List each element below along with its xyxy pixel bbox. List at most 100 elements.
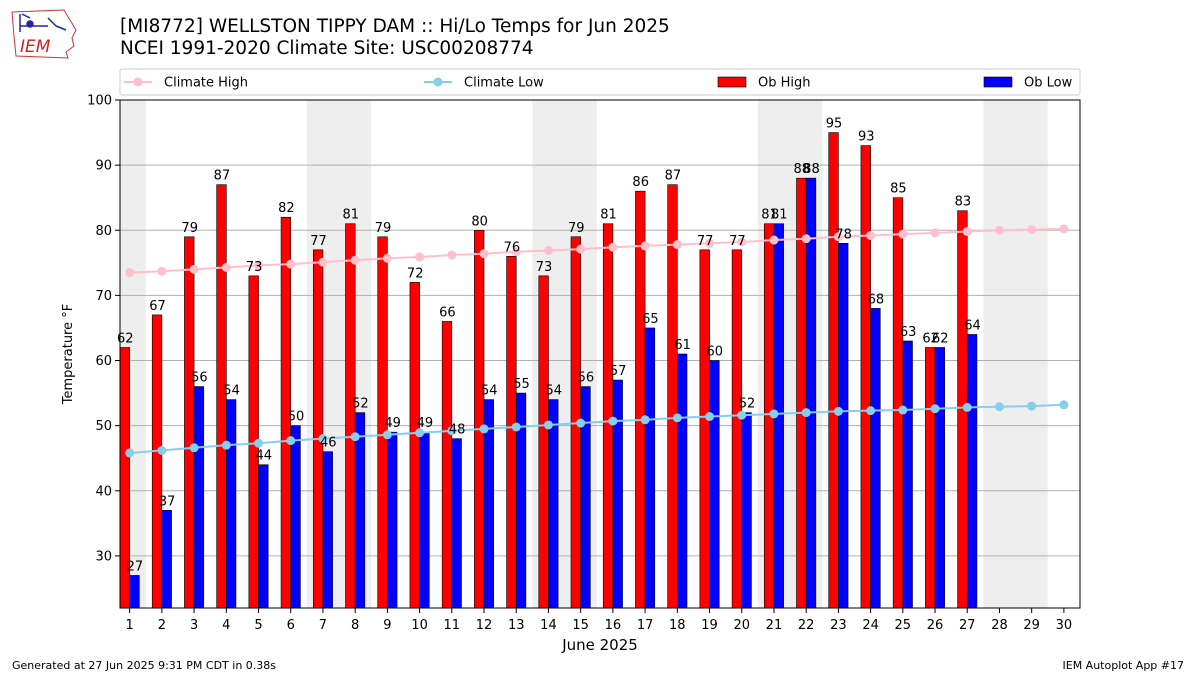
x-tick-label: 10 — [411, 618, 428, 633]
ob-high-bar-label: 77 — [310, 234, 327, 249]
ob-low-bar — [290, 425, 301, 609]
climate-lines — [125, 224, 1069, 458]
ob-low-bar — [644, 327, 656, 609]
climate-high-point — [994, 225, 1004, 235]
x-tick-label: 3 — [190, 618, 198, 633]
x-tick-label: 7 — [319, 618, 327, 633]
ob-low-bar — [129, 575, 140, 609]
ob-low-bar-label: 68 — [868, 292, 885, 307]
climate-low-point — [189, 443, 199, 453]
ob-low-bar — [612, 379, 623, 609]
chart-title-line2: NCEI 1991-2020 Climate Site: USC00208774 — [120, 38, 534, 59]
x-tick-label: 29 — [1023, 618, 1040, 633]
climate-high-point — [833, 232, 843, 242]
climate-high-point — [382, 253, 392, 263]
climate-high-point — [125, 268, 135, 278]
y-tick-label: 30 — [95, 549, 112, 564]
ob-low-bar-label: 64 — [964, 318, 981, 333]
climate-low-point — [254, 438, 264, 448]
climate-high-point — [254, 260, 264, 270]
x-tick-label: 24 — [862, 618, 879, 633]
climate-high-point — [543, 245, 553, 255]
ob-low-bar-label: 37 — [159, 494, 176, 509]
climate-high-point — [447, 250, 457, 260]
climate-low-point — [672, 413, 682, 423]
ob-low-bar-label: 54 — [545, 384, 562, 399]
x-tick-label: 28 — [991, 618, 1008, 633]
climate-high-point — [415, 252, 425, 262]
climate-low-point — [350, 432, 360, 442]
footer-app-text: IEM Autoplot App #17 — [1062, 659, 1185, 672]
bar-labels: 62 67 79 87 73 82 77 81 79 72 66 80 76 73 79 81 86 87 77 77… — [117, 117, 981, 575]
ob-low-bar-label: 54 — [481, 384, 498, 399]
legend-climate-high-label: Climate High — [164, 76, 248, 91]
climate-high-point — [189, 264, 199, 274]
x-tick-label: 13 — [508, 618, 525, 633]
ob-high-bar-label: 82 — [278, 201, 295, 216]
ob-high-bar-label: 73 — [246, 260, 263, 275]
ob-high-bar-label: 87 — [214, 169, 231, 184]
logo-text: IEM — [20, 37, 51, 57]
ob-high-bar-label: 93 — [858, 130, 875, 145]
climate-low-point — [640, 415, 650, 425]
climate-high-point — [866, 230, 876, 240]
ob-low-bar-label: 49 — [417, 416, 434, 431]
climate-high-point — [157, 266, 167, 276]
climate-high-point — [930, 228, 940, 238]
x-axis-label: June 2025 — [561, 636, 638, 654]
ob-high-bar — [925, 347, 936, 609]
climate-low-point — [318, 434, 328, 444]
x-tick-label: 25 — [895, 618, 912, 633]
climate-high-point — [350, 255, 360, 265]
climate-low-point — [415, 428, 425, 438]
ob-high-bar — [345, 223, 356, 609]
legend-climate-low-marker — [433, 77, 443, 87]
ob-high-bar-label: 66 — [439, 305, 456, 320]
x-tick-label: 6 — [287, 618, 295, 633]
climate-high-point — [801, 234, 811, 244]
climate-high-point — [511, 247, 521, 257]
climate-low-point — [769, 409, 779, 419]
y-axis-label: Temperature °F — [61, 304, 76, 405]
x-tick-label: 23 — [830, 618, 847, 633]
ob-high-bar — [635, 190, 646, 609]
y-tick-label: 100 — [87, 94, 112, 109]
ob-high-bar — [699, 249, 710, 609]
ob-low-bar — [419, 431, 430, 609]
ob-high-bar — [602, 223, 614, 609]
x-tick-label: 12 — [476, 618, 493, 633]
ob-low-bar — [226, 399, 237, 609]
climate-high-point — [608, 242, 618, 252]
climate-low-point — [511, 422, 521, 432]
ob-high-bar — [474, 229, 485, 609]
chart-title: [MI8772] WELLSTON TIPPY DAM :: Hi/Lo Tem… — [120, 16, 670, 60]
ob-high-bar-label: 62 — [117, 331, 134, 346]
climate-low-point — [221, 440, 231, 450]
climate-high-point — [1059, 224, 1069, 234]
ob-high-bar-label: 88 — [794, 162, 811, 177]
ob-high-bar-label: 81 — [343, 208, 360, 223]
ob-low-bar-label: 78 — [835, 227, 852, 242]
ob-high-bar-label: 77 — [729, 234, 746, 249]
ob-low-bar-label: 81 — [771, 208, 788, 223]
weekend-band — [983, 100, 1048, 608]
ob-low-bar-label: 63 — [900, 325, 917, 340]
legend-ob-low-label: Ob Low — [1024, 76, 1073, 91]
ob-low-bar — [451, 438, 462, 609]
ob-high-bar-label: 79 — [181, 221, 198, 236]
legend: Climate High Climate Low Ob High Ob Low — [119, 68, 1081, 96]
legend-frame — [119, 68, 1081, 96]
bars — [119, 132, 978, 609]
ob-low-bar — [548, 399, 559, 609]
climate-low-point — [737, 410, 747, 420]
y-tick-label: 60 — [95, 354, 112, 369]
ob-high-bar-label: 77 — [697, 234, 714, 249]
climate-low-point — [1027, 401, 1037, 411]
x-tick-label: 4 — [222, 618, 230, 633]
ob-high-bar — [184, 236, 195, 609]
ob-high-bar-label: 81 — [761, 208, 778, 223]
climate-low-point — [833, 406, 843, 416]
climate-low-point — [125, 448, 135, 458]
ob-high-bar-label: 72 — [407, 266, 424, 281]
